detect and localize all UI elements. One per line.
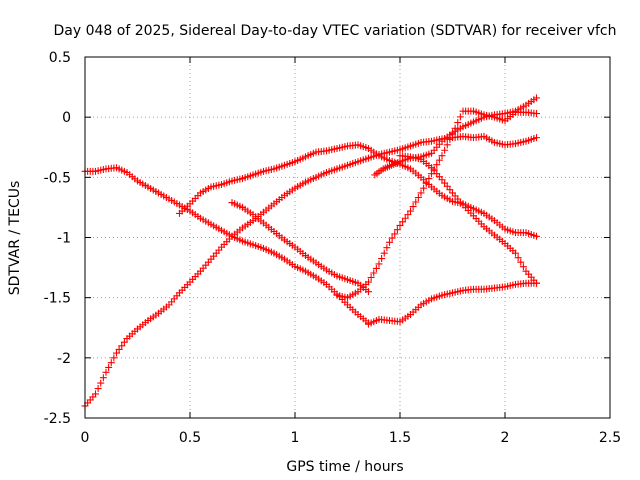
data-point [435, 156, 443, 164]
series-3 [81, 165, 341, 410]
data-point [386, 238, 393, 246]
data-point [370, 269, 378, 277]
data-point [533, 279, 540, 287]
y-tick-label: -2 [57, 351, 71, 367]
series-9 [396, 152, 540, 287]
data-point [115, 345, 123, 353]
data-point [372, 264, 380, 272]
data-point [393, 226, 401, 234]
data-point [425, 175, 433, 183]
data-point [367, 274, 375, 282]
y-tick-label: 0 [62, 110, 71, 126]
data-point [533, 232, 540, 240]
data-point [92, 390, 99, 398]
data-point [441, 146, 449, 154]
data-point [97, 379, 105, 387]
data-point [422, 179, 430, 187]
data-point [120, 338, 128, 346]
axis-ticks: 0 0.5 1 1.5 2 2.5 -2.5 -2 -1.5 -1 -0.5 0 0.5 [44, 50, 621, 446]
data-point [404, 211, 412, 219]
data-point [433, 161, 441, 169]
grid [85, 57, 610, 418]
x-tick-label: 0.5 [179, 430, 201, 446]
data-point [401, 214, 409, 222]
y-tick-label: -1 [57, 231, 71, 247]
data-point [365, 278, 372, 286]
data-point [456, 113, 464, 121]
data-point [102, 368, 110, 376]
data-points [81, 94, 540, 410]
data-point [533, 134, 540, 142]
data-point [110, 354, 118, 362]
data-point [391, 230, 399, 238]
data-point [105, 363, 113, 371]
series-2 [365, 279, 540, 328]
y-tick-label: 0.5 [49, 50, 71, 66]
series-5 [176, 141, 540, 240]
data-point [519, 263, 527, 271]
series-1 [81, 164, 372, 327]
x-tick-label: 0 [81, 430, 90, 446]
x-axis-label: GPS time / hours [286, 459, 403, 475]
data-point [454, 119, 462, 127]
data-point [99, 374, 107, 382]
data-point [412, 198, 420, 206]
x-tick-label: 1.5 [389, 430, 411, 446]
data-point [514, 254, 522, 262]
y-tick-label: -2.5 [44, 411, 71, 427]
x-tick-label: 2 [501, 430, 510, 446]
data-point [533, 94, 540, 102]
data-point [417, 189, 425, 197]
data-point [396, 221, 404, 229]
y-tick-label: -0.5 [44, 170, 71, 186]
data-point [399, 218, 407, 226]
data-point [378, 255, 386, 263]
data-point [388, 234, 396, 242]
x-tick-label: 1 [291, 430, 300, 446]
data-point [414, 193, 422, 201]
data-point [383, 244, 391, 252]
data-point [118, 342, 126, 350]
data-point [113, 349, 120, 357]
data-point [517, 258, 525, 266]
y-tick-label: -1.5 [44, 291, 71, 307]
data-point [407, 207, 414, 215]
data-point [438, 152, 446, 160]
data-point [365, 288, 372, 296]
data-point [512, 249, 519, 257]
chart-title: Day 048 of 2025, Sidereal Day-to-day VTE… [53, 23, 616, 39]
data-point [409, 203, 417, 211]
series-4 [333, 132, 540, 173]
data-point [443, 141, 451, 149]
y-axis-label: SDTVAR / TECUs [7, 181, 23, 296]
data-point [533, 110, 540, 118]
data-point [420, 184, 428, 192]
data-point [107, 359, 115, 367]
data-point [375, 260, 383, 268]
x-tick-label: 2.5 [599, 430, 621, 446]
data-point [94, 385, 102, 393]
data-point [380, 249, 388, 257]
